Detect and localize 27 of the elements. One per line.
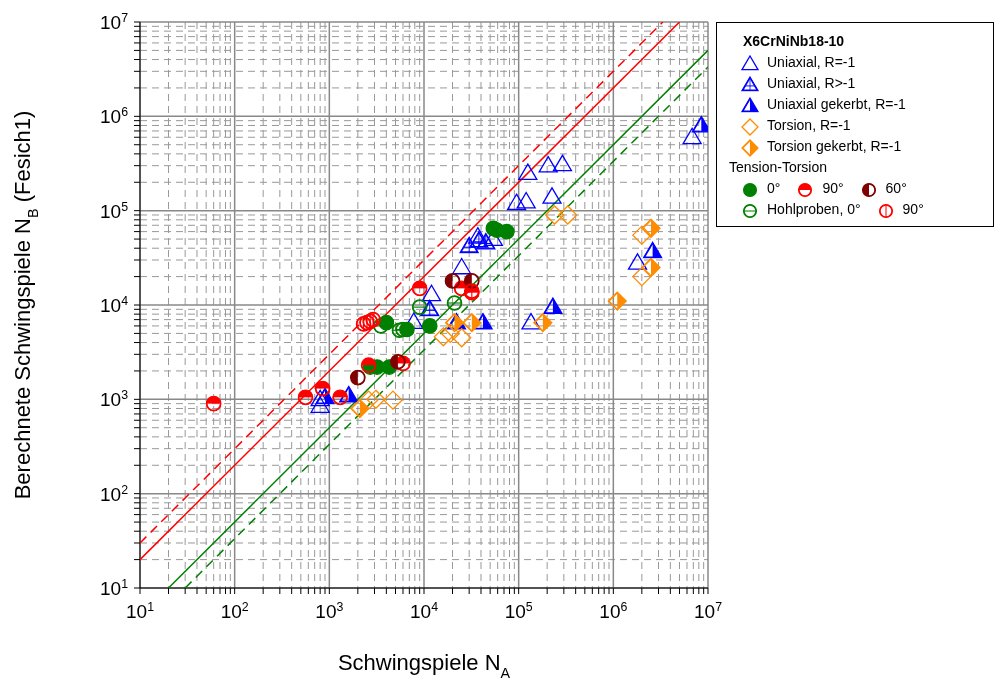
x-tick-label: 10$^{4}$ <box>409 600 439 622</box>
text: Tension-Torsion <box>729 159 828 175</box>
y-tick-label: 10$^{2}$ <box>99 482 129 505</box>
legend-label: Hohlproben, 0° <box>767 200 861 219</box>
legend-label: Torsion, R=-1 <box>767 116 851 135</box>
x-axis-title: Schwingspiele N$_{A}$ <box>337 650 511 680</box>
legend-label: Uniaxial, R=-1 <box>767 53 856 72</box>
x-tick-label: 10$^{5}$ <box>504 600 533 622</box>
legend-label: 90° <box>822 179 844 198</box>
x-tick-label: 10$^{1}$ <box>125 600 155 622</box>
y-tick-label: 10$^{4}$ <box>99 294 129 316</box>
x-tick-label: 10$^{7}$ <box>693 600 723 622</box>
y-tick-label: 10$^{1}$ <box>99 577 129 599</box>
legend-label: Uniaxial, R>-1 <box>767 74 856 93</box>
legend-label: Torsion gekerbt, R=-1 <box>767 137 902 156</box>
y-tick-label: 10$^{6}$ <box>99 105 129 128</box>
legend-label: 0° <box>767 179 781 198</box>
legend-label: 90° <box>902 200 924 219</box>
legend-label: 60° <box>885 179 907 198</box>
x-tick-label: 10$^{6}$ <box>599 600 628 622</box>
x-tick-label: 10$^{3}$ <box>315 600 344 622</box>
y-tick-label: 10$^{5}$ <box>99 199 129 222</box>
y-tick-label: 10$^{3}$ <box>99 388 129 411</box>
y-tick-label: 10$^{7}$ <box>99 11 129 33</box>
legend-title: X6CrNiNb18-10 <box>743 33 845 49</box>
legend-label: Uniaxial gekerbt, R=-1 <box>767 95 906 114</box>
x-tick-label: 10$^{2}$ <box>220 600 249 622</box>
